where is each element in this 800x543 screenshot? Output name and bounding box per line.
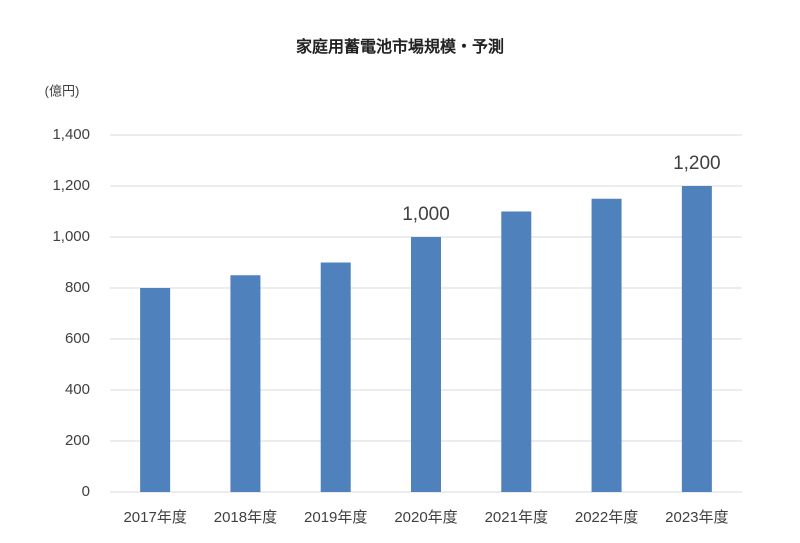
bar	[591, 198, 622, 492]
x-tick-label: 2022年度	[575, 509, 638, 526]
bar	[320, 262, 351, 492]
y-tick-label: 600	[65, 330, 90, 347]
y-tick-label: 200	[65, 432, 90, 449]
chart-title: 家庭用蓄電池市場規模・予測	[296, 37, 504, 56]
data-label: 1,000	[402, 204, 450, 225]
y-axis-label: (億円)	[45, 83, 80, 98]
x-tick-label: 2018年度	[214, 509, 277, 526]
bar	[230, 275, 261, 492]
x-tick-label: 2021年度	[485, 509, 548, 526]
x-tick-label: 2020年度	[394, 509, 457, 526]
bar	[411, 237, 441, 492]
x-tick-label: 2017年度	[123, 509, 186, 526]
data-label: 1,200	[673, 153, 721, 174]
y-tick-label: 800	[65, 279, 90, 296]
y-tick-label: 1,000	[52, 228, 90, 245]
x-tick-label: 2019年度	[304, 509, 367, 526]
x-tick-label: 2023年度	[665, 509, 728, 526]
bar	[140, 288, 171, 492]
bar	[501, 211, 532, 492]
y-tick-label: 1,400	[52, 126, 90, 143]
y-tick-label: 400	[65, 381, 90, 398]
bar	[681, 186, 712, 492]
y-tick-label: 1,200	[52, 177, 90, 194]
y-tick-label: 0	[82, 483, 90, 500]
